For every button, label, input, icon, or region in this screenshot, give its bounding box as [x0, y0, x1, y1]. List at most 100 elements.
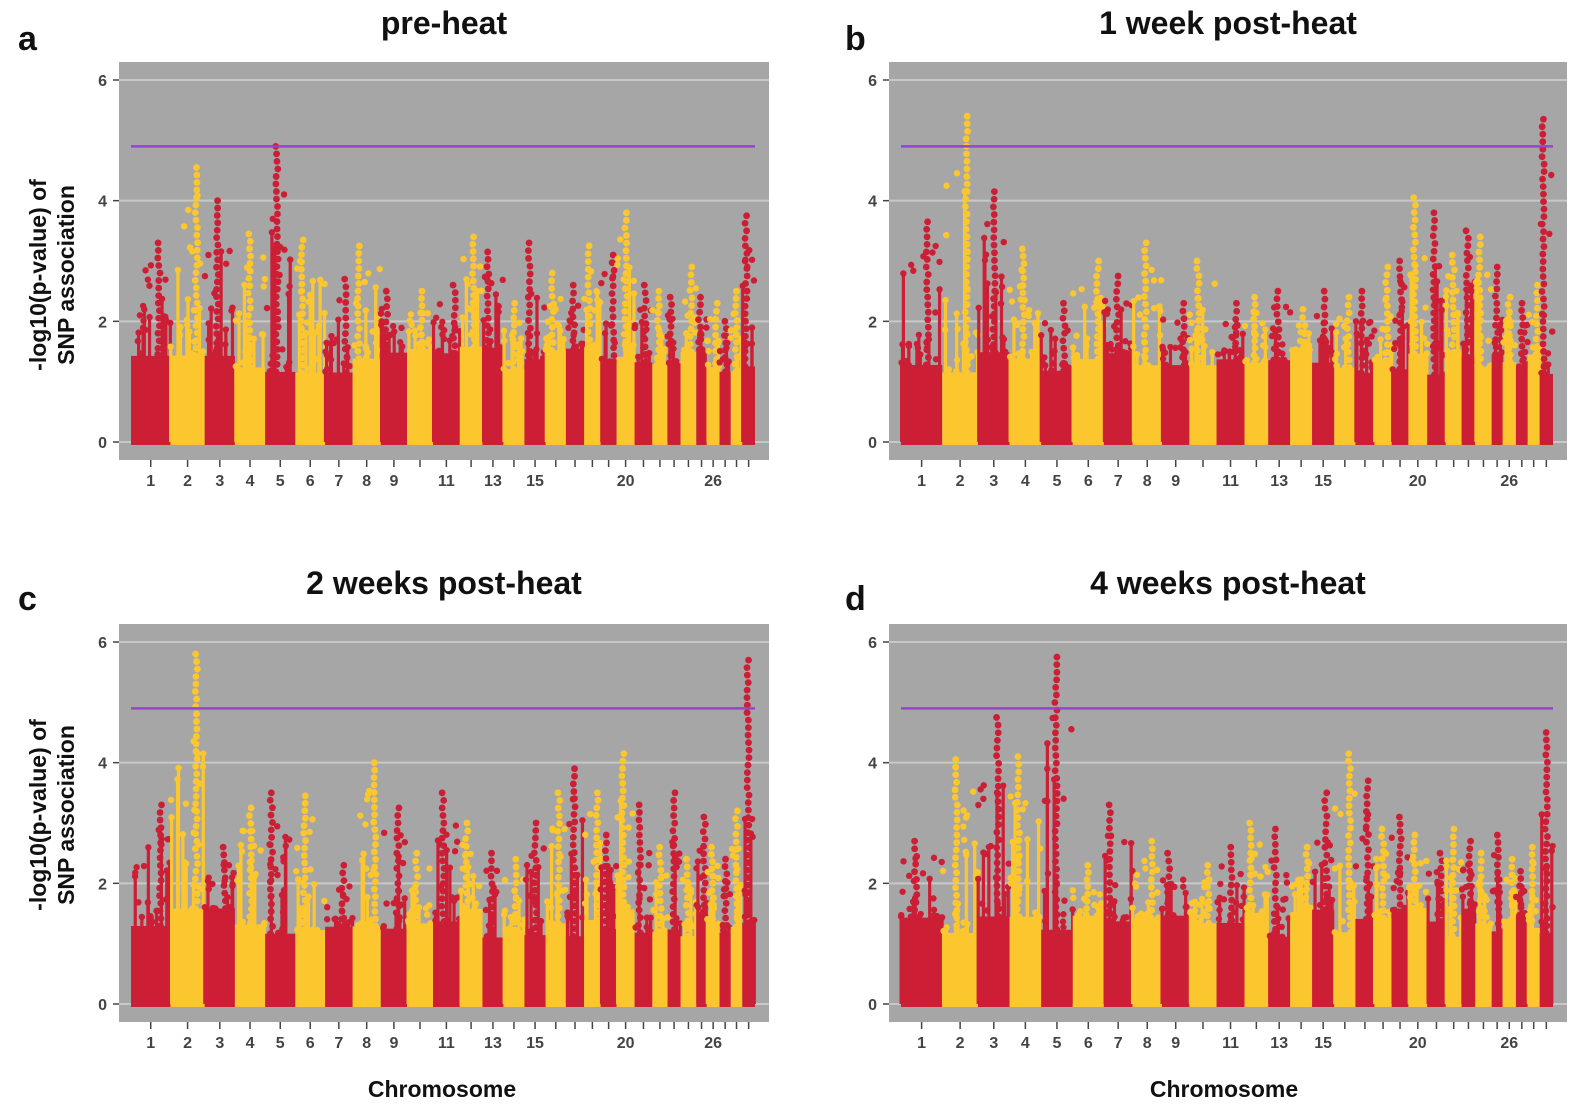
snp-peak-point	[462, 881, 470, 889]
snp-point	[502, 926, 509, 933]
snp-spike	[1299, 879, 1304, 1004]
snp-point	[962, 848, 970, 856]
snp-peak-point	[342, 283, 350, 291]
snp-peak-point	[393, 849, 401, 857]
snp-peak-point	[532, 924, 540, 932]
snp-peak-point	[744, 724, 752, 731]
snp-spike	[510, 335, 514, 442]
snp-spike	[1025, 839, 1030, 1004]
snp-point	[376, 265, 383, 273]
snp-spike	[996, 903, 1000, 1004]
x-tick-label: 9	[389, 1035, 398, 1052]
snp-peak-point	[484, 300, 492, 307]
snp-peak-point	[354, 302, 362, 310]
snp-peak-point	[1543, 870, 1551, 878]
snp-peak-point	[395, 804, 403, 812]
snp-peak-point	[1320, 303, 1328, 311]
snp-peak-point	[1228, 896, 1236, 904]
snp-peak-point	[952, 771, 960, 779]
snp-peak-point	[1270, 918, 1278, 925]
snp-peak-point	[193, 314, 201, 322]
snp-peak-point	[155, 337, 163, 345]
snp-peak-point	[952, 854, 959, 862]
chromosome-22-points	[1442, 251, 1462, 445]
snp-spike	[584, 879, 588, 1004]
snp-peak-point	[619, 891, 627, 898]
snp-point	[293, 867, 300, 875]
snp-peak-point	[483, 263, 491, 271]
snp-point	[630, 277, 638, 285]
snp-peak-point	[484, 314, 492, 322]
snp-peak-point	[154, 344, 162, 352]
snp-peak-point	[213, 263, 220, 271]
snp-peak-point	[246, 245, 253, 253]
snp-peak-point	[1382, 294, 1390, 302]
snp-peak-point	[670, 895, 678, 903]
snp-peak-point	[1396, 820, 1404, 828]
snp-peak-point	[192, 291, 200, 299]
snp-peak-point	[1506, 337, 1514, 344]
snp-point	[1258, 908, 1266, 915]
snp-spike	[1037, 916, 1041, 1004]
snp-peak-point	[732, 295, 740, 302]
snp-point	[1083, 342, 1090, 349]
snp-spike	[1254, 359, 1259, 442]
snp-point	[1389, 906, 1397, 914]
snp-peak-point	[394, 879, 402, 887]
snp-point	[469, 894, 476, 901]
snp-peak-point	[1505, 329, 1513, 337]
snp-peak-point	[156, 809, 164, 816]
snp-peak-point	[655, 346, 663, 354]
snp-point	[500, 365, 507, 372]
snp-spike	[1263, 362, 1267, 442]
snp-peak-point	[214, 219, 222, 227]
snp-peak-point	[298, 243, 306, 251]
snp-peak-point	[571, 871, 579, 879]
snp-spike	[225, 897, 230, 1004]
snp-spike	[956, 903, 960, 1004]
snp-peak-point	[193, 770, 201, 778]
snp-spike	[1128, 343, 1132, 442]
snp-peak-point	[571, 917, 579, 925]
snp-point	[974, 875, 982, 883]
snp-peak-point	[1052, 721, 1060, 729]
snp-spike	[1330, 328, 1334, 442]
snp-peak-point	[1323, 789, 1331, 797]
snp-point	[1182, 903, 1190, 911]
snp-peak-point	[744, 829, 752, 836]
snp-peak-point	[1495, 883, 1503, 891]
snp-spike	[674, 923, 678, 1004]
snp-peak-point	[743, 911, 751, 919]
snp-spike	[1442, 374, 1447, 442]
chromosome-25-points	[1489, 831, 1505, 1007]
snp-spike	[717, 365, 721, 442]
snp-peak-point	[1542, 929, 1550, 937]
snp-peak-point	[601, 894, 609, 902]
snp-spike	[517, 900, 521, 1004]
x-tick-label: 20	[1409, 473, 1427, 490]
snp-peak-point	[1410, 290, 1417, 298]
snp-peak-point	[1227, 866, 1235, 874]
snp-spike	[599, 867, 604, 1004]
snp-peak-point	[911, 868, 918, 876]
snp-point	[1157, 277, 1165, 284]
snp-peak-point	[214, 315, 222, 323]
snp-peak-point	[922, 263, 930, 271]
snp-point	[561, 886, 569, 893]
snp-peak-point	[488, 849, 495, 857]
snp-point	[387, 331, 394, 339]
snp-peak-point	[1493, 307, 1501, 315]
snp-peak-point	[963, 158, 971, 165]
snp-peak-point	[273, 338, 281, 346]
snp-point	[274, 871, 281, 879]
snp-peak-point	[666, 315, 674, 323]
snp-point	[1156, 331, 1164, 339]
snp-peak-point	[732, 869, 740, 877]
snp-peak-point	[247, 820, 255, 827]
chromosome-19-points	[597, 831, 620, 1007]
snp-spike	[611, 886, 616, 1004]
snp-peak-point	[593, 804, 601, 812]
snp-peak-point	[1542, 751, 1550, 759]
snp-peak-point	[732, 861, 740, 869]
snp-spike	[977, 307, 981, 442]
